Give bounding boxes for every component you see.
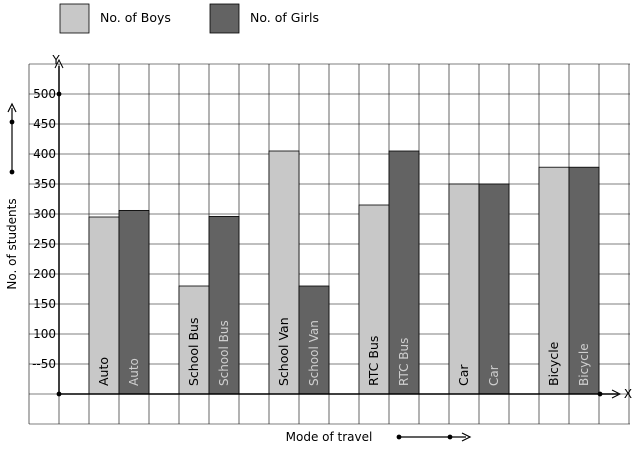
axes: Y X — [51, 53, 632, 401]
bar-bicycle-girls — [568, 166, 600, 395]
bar-school-van-boys — [268, 150, 300, 395]
bar-auto-girls — [118, 209, 150, 395]
y-tick-label: 400 — [33, 147, 56, 161]
bar-label-boys: Bicycle — [546, 341, 561, 386]
y-tick-label: 500 — [33, 87, 56, 101]
x-axis-title-group: Mode of travel — [286, 430, 472, 444]
y-axis-title-group: No. of students — [5, 102, 19, 290]
bar-label-girls: Bicycle — [577, 343, 591, 386]
y-axis-dot-icon — [56, 91, 62, 97]
y-title-arrow-dot-icon — [9, 119, 15, 125]
bar-school-van-girls — [298, 285, 330, 395]
y-tick-labels: --50 100 150 200 250 300 350 400 450 500 — [32, 87, 56, 371]
y-axis-arrow-icon — [54, 58, 64, 69]
bar-label-girls: RTC Bus — [397, 338, 411, 386]
bar-label-boys: Car — [456, 364, 471, 386]
bar-bicycle-boys — [538, 166, 570, 395]
legend-label-boys: No. of Boys — [100, 10, 171, 25]
bar-auto-boys — [88, 216, 120, 395]
legend: No. of Boys No. of Girls — [59, 3, 319, 34]
y-title-arrow-icon — [7, 102, 17, 113]
category-labels: Auto Auto School Bus School Bus School Van Sc… — [96, 317, 591, 386]
y-tick-label: 150 — [33, 297, 56, 311]
x-axis-letter: X — [624, 387, 632, 401]
y-tick-label: --50 — [32, 357, 56, 371]
bar-school-bus-girls — [208, 215, 240, 395]
x-title-arrow-dot-icon — [447, 434, 453, 440]
bar-label-girls: Car — [487, 365, 501, 386]
y-axis-letter: Y — [51, 53, 60, 67]
y-tick-label: 300 — [33, 207, 56, 221]
x-axis-dot-icon — [597, 391, 603, 397]
bar-label-girls: School Bus — [217, 320, 231, 386]
y-axis-title: No. of students — [5, 198, 19, 289]
bar-label-girls: School Van — [307, 320, 321, 386]
bar-label-boys: School Bus — [186, 318, 201, 386]
y-tick-label: 350 — [33, 177, 56, 191]
bars — [88, 150, 600, 395]
bar-label-boys: RTC Bus — [366, 336, 381, 386]
bar-label-girls: Auto — [127, 358, 141, 386]
legend-label-girls: No. of Girls — [250, 10, 319, 25]
x-title-arrow-dot-icon — [396, 434, 402, 440]
y-title-arrow-dot-icon — [9, 169, 15, 175]
bar-label-boys: School Van — [276, 317, 291, 386]
bar-rtc-bus-girls — [388, 150, 420, 395]
bar-label-boys: Auto — [96, 357, 111, 386]
legend-swatch-girls — [209, 3, 240, 34]
x-axis-title: Mode of travel — [286, 430, 373, 444]
x-axis-arrow-icon — [611, 389, 622, 399]
y-tick-label: 450 — [33, 117, 56, 131]
y-tick-label: 250 — [33, 237, 56, 251]
y-tick-label: 100 — [33, 327, 56, 341]
origin-dot-icon — [56, 391, 62, 397]
legend-swatch-boys — [59, 3, 90, 34]
x-title-arrow-icon — [461, 432, 472, 442]
bar-car-girls — [478, 183, 510, 395]
bar-car-boys — [448, 183, 480, 395]
y-tick-label: 200 — [33, 267, 56, 281]
